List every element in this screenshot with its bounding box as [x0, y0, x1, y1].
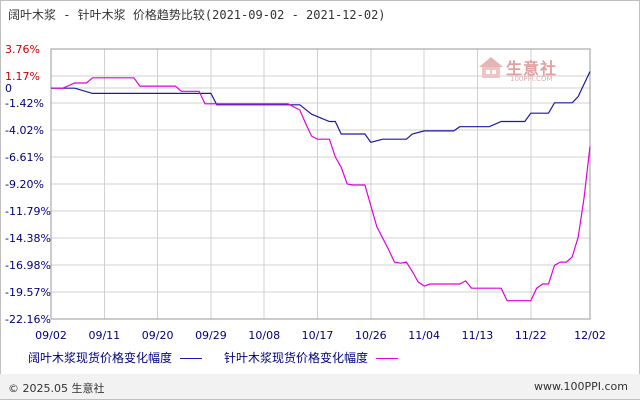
- y-tick-label: -22.16%: [5, 313, 51, 326]
- x-tick-label: 10/26: [355, 329, 387, 342]
- logo-text: 生意社: [506, 59, 558, 78]
- x-tick-label: 09/02: [35, 329, 67, 342]
- y-tick-label: -9.20%: [5, 178, 44, 191]
- legend-label-series-1: 阔叶木浆现货价格变化幅度: [28, 351, 173, 365]
- house-logo-icon: [479, 57, 503, 78]
- y-tick-label: -1.42%: [5, 97, 44, 110]
- x-tick-label: 10/08: [248, 329, 280, 342]
- x-tick-label: 11/04: [408, 329, 440, 342]
- x-tick-label: 11/22: [515, 329, 547, 342]
- x-tick-label: 09/29: [195, 329, 227, 342]
- y-tick-label: 1.17%: [5, 70, 40, 83]
- legend-swatch-series-1: [180, 358, 203, 359]
- y-tick-label: -11.79%: [5, 205, 51, 218]
- x-tick-label: 12/02: [574, 329, 606, 342]
- y-tick-label: -6.61%: [5, 151, 44, 164]
- legend-swatch-series-2: [376, 358, 399, 359]
- x-tick-label: 10/17: [302, 329, 334, 342]
- legend-item-series-2: 针叶木浆现货价格变化幅度: [224, 349, 399, 366]
- copyright-text: © 2025.05 生意社: [8, 382, 105, 395]
- y-tick-label: -14.38%: [5, 232, 51, 245]
- legend-item-series-1: 阔叶木浆现货价格变化幅度: [28, 349, 203, 366]
- site-logo: 生意社 100PPI.COM: [478, 54, 588, 86]
- y-tick-label: -16.98%: [5, 259, 51, 272]
- legend-label-series-2: 针叶木浆现货价格变化幅度: [224, 351, 369, 365]
- series-line-2: [51, 77, 591, 302]
- logo-subtext: 100PPI.COM: [510, 75, 553, 83]
- y-tick-label: -19.57%: [5, 286, 51, 299]
- y-tick-label: 0: [5, 82, 12, 95]
- x-tick-label: 11/13: [462, 329, 494, 342]
- series-line-1: [51, 71, 591, 143]
- x-tick-label: 09/11: [88, 329, 120, 342]
- y-tick-label: 3.76%: [5, 43, 40, 56]
- footer-bar: © 2025.05 生意社 www.100PPI.com: [0, 374, 640, 399]
- x-tick-label: 09/20: [142, 329, 174, 342]
- chart-title: 阔叶木浆 - 针叶木浆 价格趋势比较(2021-09-02 - 2021-12-…: [8, 8, 386, 22]
- site-link[interactable]: www.100PPI.com: [534, 380, 628, 393]
- y-tick-label: -4.02%: [5, 124, 44, 137]
- plot-border: [50, 48, 591, 320]
